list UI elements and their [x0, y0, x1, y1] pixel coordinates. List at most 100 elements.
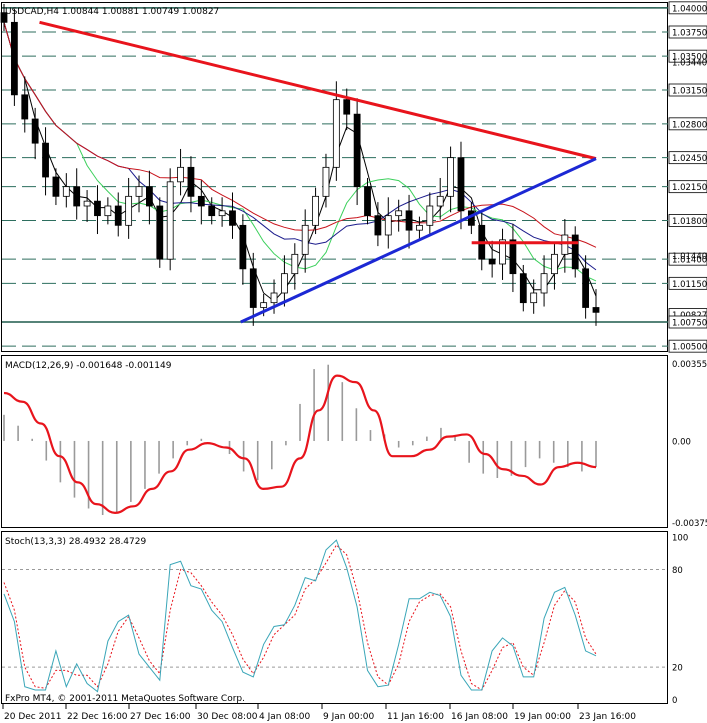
candle-body	[31, 118, 39, 144]
candle-body	[291, 253, 299, 275]
candle-body	[312, 195, 319, 226]
macd-signal-line	[3, 374, 597, 514]
price-axis-label: 1.02150	[672, 183, 707, 193]
candle-body	[125, 195, 133, 226]
candle-body	[322, 166, 330, 197]
stoch-panel: 100 80 20 0 Stoch(13,3,3) 28.4932 28.4729 F…	[1, 531, 688, 706]
copyright-text: FxPro MT4, © 2001-2011 MetaQuotes Softwa…	[5, 694, 245, 704]
price-axis-label: 1.03440	[672, 58, 707, 68]
candle-body	[592, 307, 600, 313]
candle-body	[384, 215, 392, 236]
candle-body	[457, 157, 465, 212]
candle-body	[374, 215, 382, 236]
candle-body	[301, 224, 309, 255]
candle-body	[343, 99, 351, 115]
price-label-box	[668, 252, 707, 266]
candle-body	[582, 268, 590, 308]
candle-body	[561, 234, 569, 255]
price-label-box	[668, 214, 707, 227]
candle-body	[42, 142, 49, 178]
candle-body	[488, 258, 496, 265]
time-axis-label: 23 Jan 16:00	[579, 712, 636, 722]
candle-body	[426, 205, 434, 226]
time-axis-label: 4 Jan 08:00	[259, 712, 311, 722]
candle-body	[83, 200, 91, 207]
price-label-box	[668, 83, 707, 97]
candle-body	[218, 210, 226, 217]
candle-body	[104, 205, 112, 217]
price-label-box	[668, 339, 707, 353]
candle-body	[499, 239, 506, 265]
price-label-box	[668, 151, 707, 165]
price-label-box	[668, 276, 707, 290]
price-axis-label: 1.02800	[672, 120, 707, 130]
candle-body	[353, 113, 361, 188]
macd-axis-label: 0.003555	[672, 360, 707, 370]
stoch-panel-title: Stoch(13,3,3) 28.4932 28.4729	[5, 537, 146, 547]
candle-body	[551, 253, 558, 275]
price-panel-title: USDCAD,H4 1.00844 1.00881 1.00749 1.0082…	[5, 7, 219, 17]
price-axis-label: 1.01800	[672, 217, 707, 227]
price-axis-label: 1.01440	[672, 252, 707, 262]
price-axis-label: 1.01150	[672, 280, 707, 290]
candle-body	[395, 210, 403, 217]
candle-body	[21, 94, 29, 120]
candle-body	[187, 166, 195, 197]
macd-panel: 0.003555 0.00 -0.003753 MACD(12,26,9) -0.0…	[1, 355, 707, 529]
candle-body	[540, 273, 548, 294]
time-axis: 20 Dec 2011 22 Dec 16:00 27 Dec 16:00 30 De…	[2, 703, 636, 722]
time-axis-label: 22 Dec 16:00	[67, 712, 128, 722]
stoch-axis-label: 100	[672, 533, 688, 543]
support-trendline	[240, 157, 597, 324]
candle-body	[166, 181, 174, 260]
price-label-box	[668, 1, 707, 15]
price-label-box	[668, 49, 707, 63]
price-axis-label: 1.04000	[672, 4, 707, 14]
candle-body	[509, 239, 517, 275]
macd-axis-label: 0.00	[672, 437, 691, 447]
price-label-box	[668, 180, 707, 194]
time-axis-label: 16 Jan 08:00	[451, 712, 508, 722]
candle-body	[447, 157, 454, 197]
stoch-axis-label: 80	[672, 566, 683, 576]
price-axis-label: 1.03750	[672, 29, 707, 39]
price-label-box	[668, 117, 707, 131]
candle-body	[10, 21, 18, 96]
ma-green-line	[3, 22, 597, 282]
candle-body	[332, 99, 340, 168]
price-axis-label: 1.02450	[672, 154, 707, 164]
candle-body	[73, 186, 81, 207]
candle-body	[249, 268, 257, 308]
ma-fast-line	[3, 22, 597, 302]
time-axis-label: 20 Dec 2011	[4, 712, 62, 722]
time-axis-label: 19 Jan 00:00	[514, 712, 571, 722]
macd-axis-label: -0.003753	[672, 519, 707, 529]
candle-body	[270, 292, 278, 304]
candle-body	[135, 186, 143, 197]
candle-body	[52, 176, 60, 197]
price-axis-label: 1.00500	[672, 343, 707, 353]
price-panel: 1.04000 1.03750 1.03500 1.03150 1.02800 1.024…	[0, 1, 707, 353]
stoch-main-line	[3, 539, 597, 693]
candle-body	[281, 273, 288, 294]
candle-body	[436, 195, 444, 207]
candle-body	[208, 205, 216, 217]
candle-body	[146, 186, 153, 207]
price-axis-label: 1.00750	[672, 319, 707, 329]
candle-body	[0, 12, 8, 23]
time-axis-label: 11 Jan 16:00	[387, 712, 444, 722]
price-label-box	[668, 315, 707, 329]
time-axis-label: 27 Dec 16:00	[130, 712, 191, 722]
candle-body	[260, 302, 268, 308]
candle-body	[197, 195, 205, 207]
candle-body	[114, 205, 122, 226]
price-label-box	[668, 25, 707, 39]
price-axis-label: 1.01400	[672, 256, 707, 266]
candle-body	[94, 200, 101, 217]
candle-body	[62, 186, 70, 197]
macd-panel-title: MACD(12,26,9) -0.001648 -0.001149	[5, 361, 172, 371]
candle-body	[156, 205, 164, 260]
price-axis-label: 1.03150	[672, 87, 707, 97]
candle-body	[177, 166, 184, 183]
